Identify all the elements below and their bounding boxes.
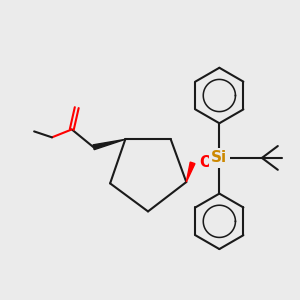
Text: O: O: [200, 155, 212, 170]
Text: O: O: [200, 155, 212, 170]
Text: Si: Si: [211, 150, 227, 165]
Polygon shape: [186, 162, 195, 182]
Text: Si: Si: [211, 150, 227, 165]
Polygon shape: [93, 139, 125, 150]
